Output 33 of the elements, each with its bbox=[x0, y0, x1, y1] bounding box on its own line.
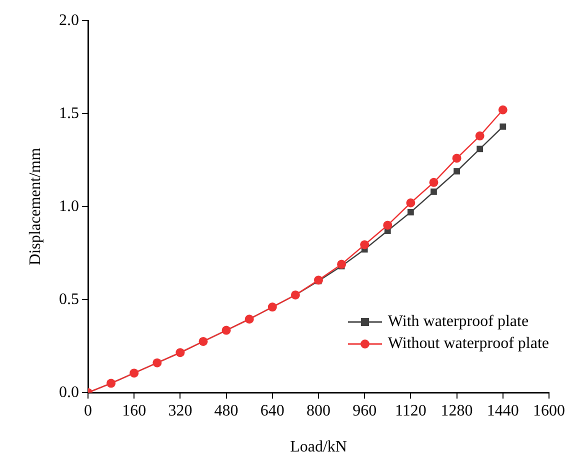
x-axis-title: Load/kN bbox=[290, 438, 348, 455]
x-tick-label: 800 bbox=[306, 402, 330, 420]
y-tick-label: 1.5 bbox=[59, 104, 79, 122]
x-tick-label: 320 bbox=[168, 402, 192, 420]
x-tick-label: 1280 bbox=[440, 402, 473, 420]
x-tick-label: 1600 bbox=[533, 402, 565, 420]
y-axis-title: Displacement/mm bbox=[26, 147, 44, 266]
x-tick-label: 160 bbox=[122, 402, 146, 420]
point bbox=[476, 146, 484, 152]
point bbox=[408, 209, 414, 216]
y-tick-label: 0.5 bbox=[59, 290, 79, 308]
point bbox=[406, 198, 416, 208]
x-tick-label: 1440 bbox=[486, 402, 519, 420]
point bbox=[454, 168, 460, 174]
x-tick-label: 1120 bbox=[394, 402, 426, 420]
point bbox=[452, 154, 462, 163]
point bbox=[498, 105, 508, 114]
y-tick-label: 1.0 bbox=[59, 198, 79, 215]
point bbox=[475, 131, 484, 140]
x-tick-label: 480 bbox=[214, 402, 238, 420]
point bbox=[429, 178, 438, 187]
x-tick-label: 640 bbox=[260, 402, 284, 420]
legend-label: Without waterproof plate bbox=[388, 334, 549, 354]
x-tick-label: 0 bbox=[84, 402, 92, 420]
point bbox=[383, 220, 392, 230]
x-tick-label: 960 bbox=[352, 402, 377, 420]
point bbox=[337, 260, 346, 269]
point bbox=[500, 123, 506, 130]
point bbox=[360, 240, 370, 250]
legend-label: With waterproof plate bbox=[388, 312, 529, 332]
y-tick-label: 0.0 bbox=[59, 384, 79, 401]
point bbox=[430, 188, 437, 195]
y-tick-label: 2.0 bbox=[59, 12, 79, 29]
